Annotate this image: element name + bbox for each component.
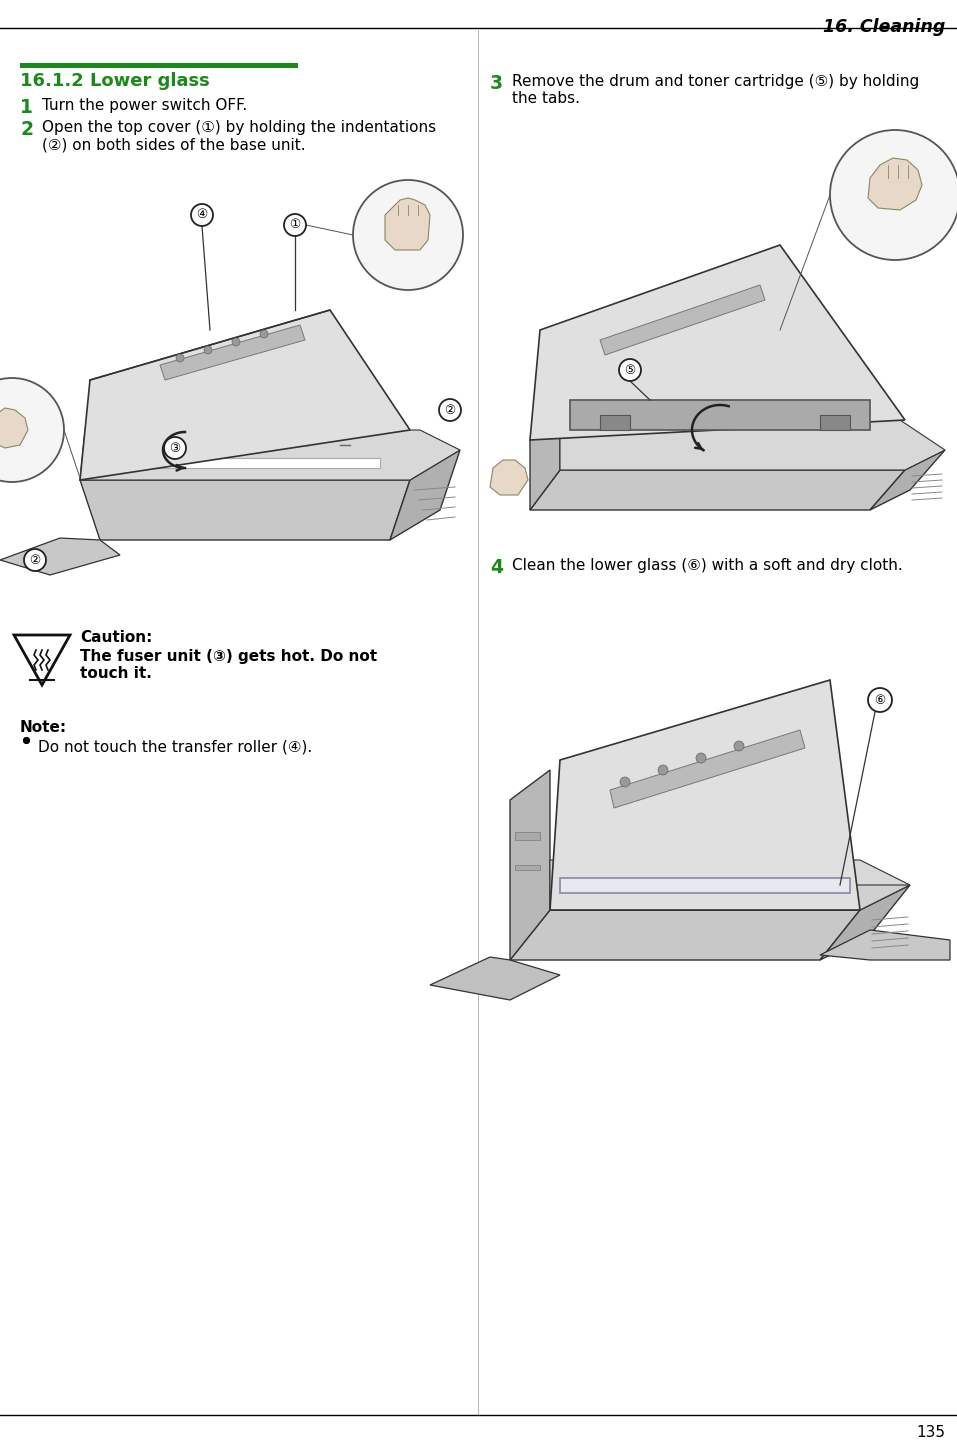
Text: 2: 2 [20,120,33,138]
Polygon shape [510,911,860,960]
Circle shape [696,754,706,762]
Text: 4: 4 [490,558,503,576]
Text: ③: ③ [169,441,181,454]
Polygon shape [610,731,805,808]
Circle shape [353,180,463,290]
Circle shape [284,215,306,236]
Circle shape [260,330,268,339]
Circle shape [204,346,212,354]
Text: 16.1.2 Lower glass: 16.1.2 Lower glass [20,72,210,89]
Text: ⑥: ⑥ [875,693,885,706]
Polygon shape [80,480,410,540]
Circle shape [176,354,184,362]
Text: The fuser unit (③) gets hot. Do not
touch it.: The fuser unit (③) gets hot. Do not touc… [80,648,377,682]
Polygon shape [550,860,910,911]
Circle shape [0,378,64,481]
Text: ②: ② [444,403,456,416]
Polygon shape [868,159,922,210]
Circle shape [24,549,46,571]
Text: 135: 135 [916,1425,945,1440]
Text: Do not touch the transfer roller (④).: Do not touch the transfer roller (④). [38,739,312,754]
Circle shape [658,765,668,775]
Polygon shape [560,419,945,470]
Polygon shape [0,408,28,448]
Polygon shape [570,401,870,429]
Polygon shape [530,245,905,440]
Text: Open the top cover (①) by holding the indentations
(②) on both sides of the base: Open the top cover (①) by holding the in… [42,120,436,153]
Polygon shape [530,470,905,510]
Circle shape [830,130,957,259]
Polygon shape [820,929,950,960]
Polygon shape [870,450,945,510]
Polygon shape [820,415,850,429]
Text: Clean the lower glass (⑥) with a soft and dry cloth.: Clean the lower glass (⑥) with a soft an… [512,558,902,574]
Polygon shape [160,326,305,380]
Polygon shape [430,957,560,1000]
Polygon shape [820,885,910,960]
Circle shape [620,777,630,787]
Text: ⑤: ⑤ [624,363,635,376]
Polygon shape [14,635,70,684]
Text: Remove the drum and toner cartridge (⑤) by holding
the tabs.: Remove the drum and toner cartridge (⑤) … [512,73,920,107]
Circle shape [868,687,892,712]
Polygon shape [80,310,410,480]
Polygon shape [550,680,860,911]
Text: Turn the power switch OFF.: Turn the power switch OFF. [42,98,247,112]
Bar [515,865,540,870]
Text: 1: 1 [20,98,33,117]
Polygon shape [0,537,120,575]
Text: 16. Cleaning: 16. Cleaning [823,17,945,36]
Text: 3: 3 [490,73,503,94]
Text: ①: ① [289,219,300,232]
Circle shape [619,359,641,380]
Text: ④: ④ [196,209,208,222]
Text: ②: ② [30,553,40,566]
Polygon shape [560,878,850,893]
Polygon shape [490,460,528,496]
Circle shape [734,741,744,751]
Bar [20,63,298,68]
Polygon shape [530,401,560,510]
Circle shape [439,399,461,421]
Polygon shape [80,429,460,480]
Polygon shape [550,885,910,911]
Text: Caution:: Caution: [80,630,152,646]
Polygon shape [510,769,550,960]
Circle shape [191,205,213,226]
Polygon shape [385,197,430,249]
Bar [515,831,540,840]
Text: Note:: Note: [20,720,67,735]
Polygon shape [120,458,380,468]
Circle shape [232,339,240,346]
Circle shape [164,437,186,460]
Polygon shape [600,415,630,429]
Polygon shape [390,450,460,540]
Polygon shape [600,285,765,354]
